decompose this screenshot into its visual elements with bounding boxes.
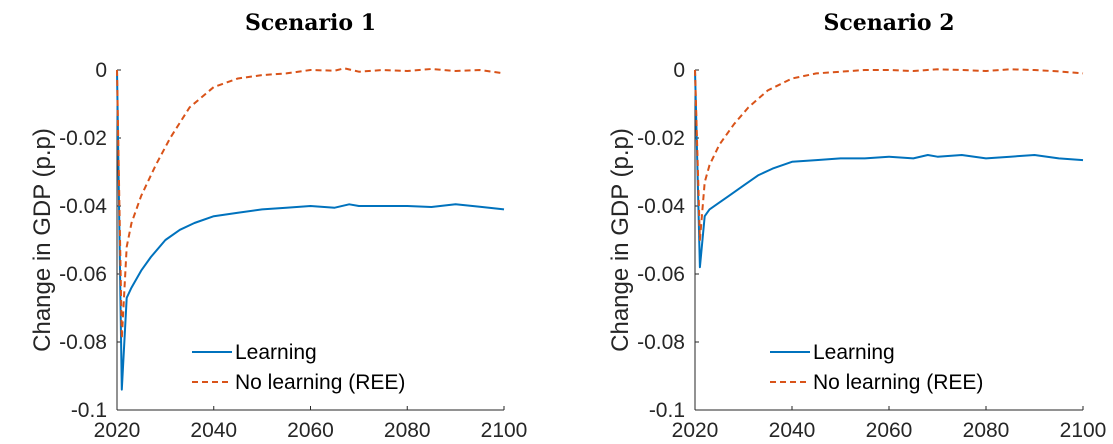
chart-panel-scenario-2: Scenario 2 Change in GDP (p.p) 2020 2040 206… xyxy=(607,10,1106,442)
x-tick-label: 2080 xyxy=(963,419,1010,442)
y-axis-label: Change in GDP (p.p) xyxy=(29,128,56,352)
x-tick-label: 2060 xyxy=(866,419,913,442)
x-tick-label: 2020 xyxy=(94,419,141,442)
y-tick-label: -0.08 xyxy=(59,331,107,354)
legend-label: Learning xyxy=(235,341,317,364)
y-tick-label: -0.1 xyxy=(71,399,107,422)
legend-label: No learning (REE) xyxy=(235,371,405,394)
y-tick-label: -0.04 xyxy=(637,195,685,218)
y-tick-label: -0.04 xyxy=(59,195,107,218)
x-tick-label: 2040 xyxy=(769,419,816,442)
chart-panel-scenario-1: Scenario 1 Change in GDP (p.p) 2020 2040 206… xyxy=(29,10,527,442)
y-tick-label: -0.06 xyxy=(59,263,107,286)
y-tick-label: 0 xyxy=(95,59,107,82)
chart-title: Scenario 2 xyxy=(823,10,954,36)
y-axis-label: Change in GDP (p.p) xyxy=(607,128,634,352)
x-tick-label: 2100 xyxy=(481,419,528,442)
legend-label: Learning xyxy=(813,341,895,364)
y-tick-label: 0 xyxy=(673,59,685,82)
y-tick-label: -0.02 xyxy=(637,127,685,150)
y-tick-label: -0.08 xyxy=(637,331,685,354)
series-line-no-learning xyxy=(116,67,505,340)
x-tick-label: 2080 xyxy=(384,419,431,442)
series-line-learning xyxy=(116,69,505,391)
y-tick-label: -0.06 xyxy=(637,263,685,286)
x-tick-label: 2100 xyxy=(1060,419,1107,442)
chart-title: Scenario 1 xyxy=(245,10,376,36)
legend-label: No learning (REE) xyxy=(813,371,983,394)
y-tick-label: -0.1 xyxy=(649,399,685,422)
y-tick-label: -0.02 xyxy=(59,127,107,150)
x-tick-label: 2040 xyxy=(190,419,237,442)
series-line-learning xyxy=(694,69,1084,269)
x-tick-label: 2020 xyxy=(672,419,719,442)
x-tick-label: 2060 xyxy=(287,419,334,442)
series-line-no-learning xyxy=(694,68,1084,241)
